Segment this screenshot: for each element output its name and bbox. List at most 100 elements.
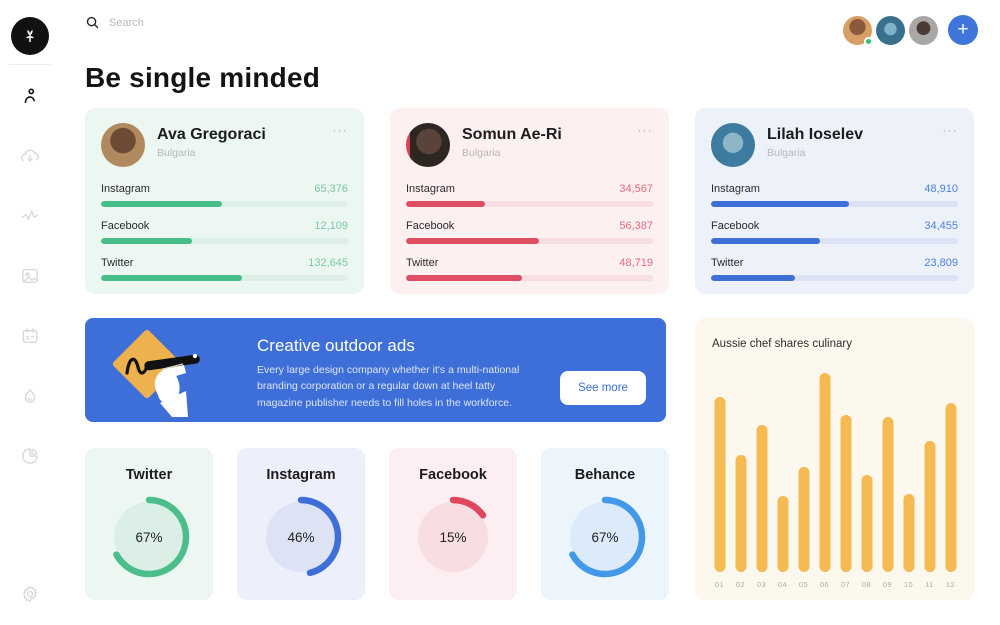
gauge-card-twitter: Twitter 67% [85, 448, 213, 600]
gauge-card-instagram: Instagram 46% [237, 448, 365, 600]
banner-body: Every large design company whether it's … [257, 364, 520, 409]
bar [945, 402, 956, 572]
avatar-user-2[interactable] [876, 15, 905, 45]
metric-label: Facebook [101, 220, 150, 232]
bar-x-label: 07 [840, 580, 851, 589]
bar-column: 06 [814, 373, 835, 589]
bar-x-label: 03 [756, 580, 767, 589]
metric-value: 48,719 [619, 257, 653, 269]
sidebar-item-activity[interactable] [20, 206, 40, 226]
donut-gauge: 67% [107, 495, 191, 579]
metric-value: 23,809 [924, 257, 958, 269]
bar-column: 02 [730, 373, 751, 589]
chart-title: Aussie chef shares culinary [712, 338, 852, 350]
gauge-percent: 67% [591, 529, 619, 545]
metric-label: Facebook [406, 220, 455, 232]
avatar-user-1[interactable] [843, 15, 873, 46]
gauge-title: Twitter [125, 467, 173, 483]
bar [735, 454, 746, 572]
bar-x-label: 10 [903, 580, 914, 589]
add-button[interactable]: + [948, 15, 978, 45]
sidebar-item-profile[interactable] [20, 86, 40, 106]
gauge-disc [266, 502, 336, 572]
pie-chart-icon [22, 448, 38, 464]
gauge-percent: 15% [439, 529, 467, 545]
metric-value: 65,376 [314, 183, 348, 195]
more-options-icon[interactable]: ··· [942, 125, 958, 137]
bar-column: 03 [751, 373, 772, 589]
metric-value: 34,455 [924, 220, 958, 232]
bar-column: 12 [940, 373, 961, 589]
sidebar-item-settings[interactable] [20, 584, 40, 604]
metric-label: Instagram [406, 183, 455, 195]
app-logo[interactable] [11, 17, 49, 55]
bar-x-label: 12 [945, 580, 956, 589]
metric-label: Twitter [711, 257, 744, 269]
metric-row: Facebook 34,455 [711, 220, 958, 244]
progress-fill [101, 201, 223, 207]
bar-chart-card: Aussie chef shares culinary 01 02 03 04 05 06… [695, 318, 975, 600]
gauge-card-facebook: Facebook 15% [389, 448, 517, 600]
gauge-percent: 67% [135, 529, 163, 545]
search [85, 15, 249, 30]
metric-row: Instagram 65,376 [101, 183, 348, 207]
metric-row: Instagram 48,910 [711, 183, 958, 207]
gauge-title: Instagram [266, 467, 336, 483]
sidebar-item-trending[interactable] [20, 386, 40, 406]
sidebar-item-downloads[interactable] [20, 146, 40, 166]
avatar-user-3[interactable] [909, 15, 938, 45]
metric-row: Facebook 12,109 [101, 220, 348, 244]
promo-banner: Creative outdoor ads Every large design … [85, 318, 666, 422]
profile-name: Lilah Ioselev [767, 126, 864, 143]
gauge-title: Facebook [419, 467, 487, 483]
bar-column: 11 [919, 373, 940, 589]
metric-label: Twitter [101, 257, 134, 269]
profile-country: Bulgaria [157, 147, 196, 159]
more-options-icon[interactable]: ··· [332, 125, 348, 137]
bar-x-label: 04 [777, 580, 788, 589]
bar-x-label: 01 [714, 580, 725, 589]
progress-track [711, 275, 958, 281]
gauge-title: Behance [574, 467, 636, 483]
flame-icon [24, 389, 36, 403]
sidebar-divider [9, 64, 51, 65]
bar-chart: 01 02 03 04 05 06 07 08 09 10 11 12 [709, 373, 961, 589]
more-options-icon[interactable]: ··· [637, 125, 653, 137]
topbar-avatars: + [843, 15, 978, 46]
progress-fill [711, 201, 850, 207]
gauge-card-behance: Behance 67% [541, 448, 669, 600]
metric-value: 12,109 [314, 220, 348, 232]
sidebar-item-media[interactable] [20, 266, 40, 286]
bar-column: 07 [835, 373, 856, 589]
profile-name: Somun Ae-Ri [462, 126, 562, 143]
metric-value: 48,910 [924, 183, 958, 195]
metric-row: Twitter 23,809 [711, 257, 958, 281]
metric-row: Twitter 132,645 [101, 257, 348, 281]
progress-track [101, 201, 348, 207]
cloud-download-icon [21, 149, 39, 162]
progress-track [406, 238, 653, 244]
bar-x-label: 06 [819, 580, 830, 589]
bar-column: 04 [772, 373, 793, 589]
sidebar-item-analytics[interactable] [20, 446, 40, 466]
avatar [101, 123, 145, 167]
bar-column: 05 [793, 373, 814, 589]
bar [840, 414, 851, 572]
progress-fill [406, 201, 486, 207]
gauge-disc [114, 502, 184, 572]
page-title: Be single minded [85, 62, 321, 93]
online-status-dot [864, 36, 873, 46]
metric-row: Instagram 34,567 [406, 183, 653, 207]
metric-value: 132,645 [308, 257, 348, 269]
search-input[interactable] [109, 16, 249, 29]
profile-card-lilah: Lilah Ioselev Bulgaria ··· Instagram 48,9… [695, 108, 974, 294]
sidebar-item-calendar[interactable] [20, 326, 40, 346]
progress-fill [406, 238, 540, 244]
see-more-button[interactable]: See more [560, 371, 646, 405]
donut-gauge: 46% [259, 495, 343, 579]
bar-column: 08 [856, 373, 877, 589]
gauge-disc [418, 502, 488, 572]
bar-x-label: 05 [798, 580, 809, 589]
bar [903, 494, 914, 572]
progress-track [101, 275, 348, 281]
